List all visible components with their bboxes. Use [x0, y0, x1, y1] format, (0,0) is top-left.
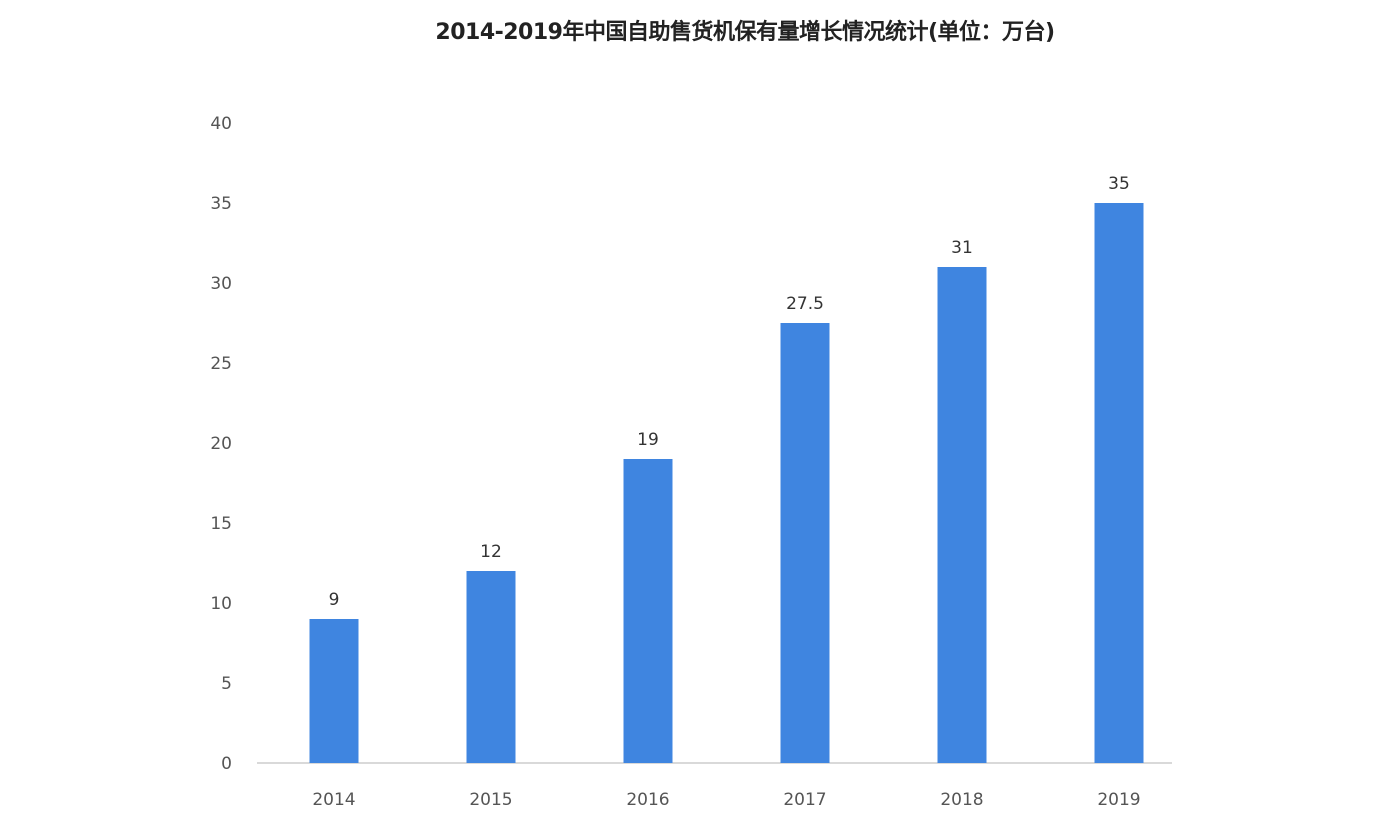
data-label: 27.5	[786, 294, 824, 314]
bar-2014	[309, 619, 359, 763]
bar-2019	[1094, 203, 1144, 763]
data-label: 35	[1108, 174, 1130, 194]
y-tick-label: 10	[210, 594, 232, 614]
x-tick-label: 2018	[940, 790, 983, 810]
y-tick-label: 30	[210, 274, 232, 294]
y-tick-label: 15	[210, 514, 232, 534]
y-tick-label: 25	[210, 354, 232, 374]
y-tick-label: 0	[221, 754, 232, 774]
y-tick-label: 20	[210, 434, 232, 454]
x-tick-label: 2019	[1097, 790, 1140, 810]
bar-2015	[466, 571, 516, 763]
x-tick-label: 2014	[312, 790, 355, 810]
data-label: 9	[329, 590, 340, 610]
x-tick-label: 2017	[783, 790, 826, 810]
y-tick-label: 35	[210, 194, 232, 214]
data-label: 19	[637, 430, 659, 450]
x-tick-label: 2015	[469, 790, 512, 810]
y-tick-label: 5	[221, 674, 232, 694]
data-label: 12	[480, 542, 502, 562]
bar-2017	[780, 323, 830, 763]
data-label: 31	[951, 238, 973, 258]
bar-2016	[623, 459, 673, 763]
chart-title: 2014-2019年中国自助售货机保有量增长情况统计(单位：万台)	[435, 20, 1055, 45]
x-tick-label: 2016	[626, 790, 669, 810]
y-tick-label: 40	[210, 114, 232, 134]
bar-2018	[937, 267, 987, 763]
